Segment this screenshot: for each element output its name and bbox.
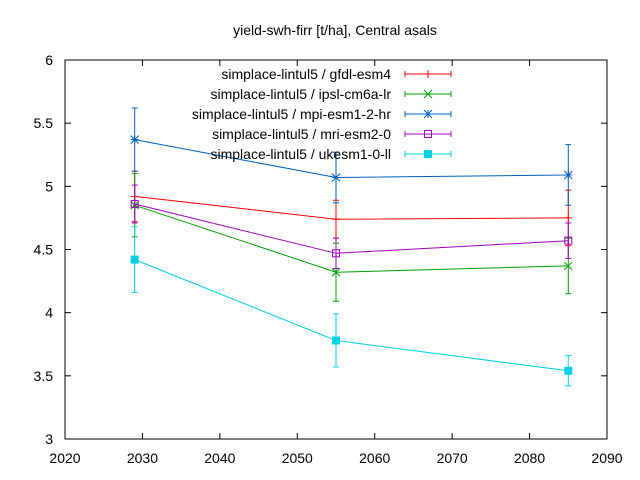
legend-label: simplace-lintul5 / ukesm1-0-ll — [210, 146, 391, 162]
error-bar — [565, 222, 572, 259]
data-point-marker — [564, 236, 573, 245]
series-2 — [130, 173, 573, 302]
x-tick-label: 2040 — [204, 450, 235, 466]
y-tick-label: 4.5 — [34, 242, 54, 258]
legend-entry: simplace-lintul5 / mri-esm2-0 — [212, 126, 452, 142]
series-line — [134, 259, 569, 372]
legend-label: simplace-lintul5 / ipsl-cm6a-lr — [211, 86, 392, 102]
series-line — [134, 203, 569, 254]
data-point-marker — [331, 173, 341, 182]
data-point-marker — [563, 170, 573, 180]
data-point-marker — [423, 109, 433, 119]
series-line — [134, 195, 569, 220]
legend-label: simplace-lintul5 / mpi-esm1-2-hr — [192, 106, 392, 122]
legend: simplace-lintul5 / gfdl-esm4 simplace-lin… — [192, 66, 452, 162]
y-tick-label: 6 — [45, 52, 53, 68]
series-line — [134, 204, 569, 273]
chart-title: yield-swh-firr [t/ha], Central asals — [233, 22, 437, 38]
data-point-marker — [130, 135, 140, 144]
legend-entry: simplace-lintul5 / ipsl-cm6a-lr — [211, 86, 452, 102]
x-tick-label: 2090 — [591, 450, 622, 466]
data-point-marker — [332, 336, 340, 345]
plot-area — [130, 107, 573, 387]
data-point-marker — [332, 215, 340, 224]
y-tick-label: 5.5 — [34, 115, 54, 131]
legend-entry: simplace-lintul5 / mpi-esm1-2-hr — [192, 106, 452, 122]
data-point-marker — [331, 267, 341, 277]
error-bar — [131, 184, 138, 224]
data-point-marker — [564, 366, 573, 375]
series-3 — [130, 107, 573, 206]
x-tick-label: 2020 — [49, 450, 80, 466]
x-tick-label: 2070 — [437, 450, 468, 466]
x-tick-label: 2060 — [359, 450, 390, 466]
legend-entry: simplace-lintul5 / ukesm1-0-ll — [210, 146, 452, 162]
data-point-marker — [130, 255, 139, 264]
data-point-marker — [424, 70, 432, 78]
legend-label: simplace-lintul5 / mri-esm2-0 — [212, 126, 391, 142]
y-tick-label: 5 — [45, 178, 53, 194]
x-tick-label: 2080 — [514, 450, 545, 466]
data-point-marker — [130, 200, 139, 209]
x-tick-label: 2030 — [127, 450, 158, 466]
data-point-marker — [563, 261, 573, 271]
data-point-marker — [424, 150, 432, 158]
series-4 — [130, 184, 573, 269]
x-tick-label: 2050 — [282, 450, 313, 466]
data-point-marker — [424, 130, 432, 138]
error-bar — [333, 237, 339, 269]
data-point-marker — [564, 213, 573, 222]
y-tick-label: 3.5 — [34, 368, 54, 384]
data-point-marker — [423, 89, 433, 99]
y-tick-label: 3 — [45, 431, 53, 447]
y-tick-label: 4 — [45, 305, 53, 321]
legend-label: simplace-lintul5 / gfdl-esm4 — [221, 66, 391, 82]
series-5 — [130, 226, 573, 387]
series-1 — [130, 170, 573, 247]
legend-entry: simplace-lintul5 / gfdl-esm4 — [221, 66, 452, 82]
axes: 2020 2030 2040 2050 2060 2070 2080 2090 3 3.5 4 4.5… — [34, 52, 623, 466]
data-point-marker — [332, 249, 340, 258]
